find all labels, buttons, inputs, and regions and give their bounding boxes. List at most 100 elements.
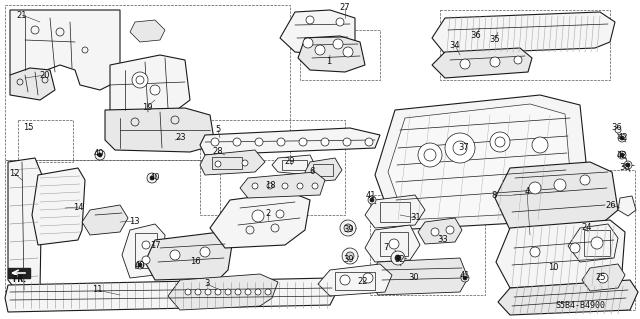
- Polygon shape: [618, 196, 636, 216]
- Polygon shape: [496, 220, 625, 288]
- Circle shape: [460, 59, 470, 69]
- Polygon shape: [110, 55, 190, 120]
- Text: S5B4-B4900: S5B4-B4900: [555, 300, 605, 309]
- Text: 28: 28: [212, 147, 223, 157]
- Text: 20: 20: [40, 70, 51, 79]
- Text: 33: 33: [438, 235, 449, 244]
- Text: 39: 39: [344, 255, 355, 263]
- Circle shape: [342, 248, 358, 264]
- Circle shape: [150, 176, 154, 180]
- Circle shape: [368, 196, 376, 204]
- Circle shape: [463, 276, 467, 280]
- Polygon shape: [105, 108, 215, 152]
- Circle shape: [445, 133, 475, 163]
- Text: 19: 19: [141, 102, 152, 112]
- Polygon shape: [582, 264, 625, 291]
- Text: FR.: FR.: [12, 275, 26, 284]
- Circle shape: [276, 210, 284, 218]
- Circle shape: [431, 228, 439, 236]
- Circle shape: [490, 57, 500, 67]
- Text: 10: 10: [548, 263, 558, 272]
- Bar: [300, 30, 380, 80]
- Text: 4: 4: [524, 188, 530, 197]
- Polygon shape: [32, 168, 85, 245]
- Text: 26: 26: [605, 201, 616, 210]
- Text: 36: 36: [470, 31, 481, 40]
- Circle shape: [245, 289, 251, 295]
- Text: 1: 1: [326, 57, 332, 66]
- Text: 18: 18: [265, 181, 275, 189]
- Text: 40: 40: [135, 261, 145, 270]
- Text: 17: 17: [150, 241, 160, 250]
- Bar: [18, 120, 73, 162]
- Bar: [380, 232, 408, 256]
- Polygon shape: [388, 104, 572, 220]
- Text: 42: 42: [617, 151, 627, 160]
- Polygon shape: [418, 218, 462, 244]
- Polygon shape: [122, 224, 165, 278]
- Circle shape: [242, 160, 248, 166]
- Circle shape: [255, 138, 263, 146]
- Circle shape: [333, 39, 343, 49]
- Polygon shape: [5, 278, 340, 312]
- Text: 38: 38: [620, 164, 630, 173]
- Polygon shape: [432, 48, 532, 78]
- Bar: [282, 160, 307, 170]
- Circle shape: [461, 274, 469, 282]
- Circle shape: [343, 47, 353, 57]
- Circle shape: [340, 275, 350, 285]
- Circle shape: [615, 127, 621, 133]
- Circle shape: [591, 237, 603, 249]
- Circle shape: [138, 263, 142, 267]
- Bar: [135, 233, 157, 268]
- Circle shape: [233, 138, 241, 146]
- Bar: [370, 195, 485, 295]
- Circle shape: [554, 179, 566, 191]
- Text: 40: 40: [150, 173, 160, 182]
- Text: 35: 35: [490, 35, 500, 44]
- Text: 6: 6: [309, 167, 315, 175]
- Polygon shape: [280, 10, 355, 55]
- Circle shape: [529, 182, 541, 194]
- Circle shape: [514, 56, 522, 64]
- Polygon shape: [8, 268, 30, 278]
- Circle shape: [95, 150, 105, 160]
- Text: 36: 36: [612, 122, 622, 131]
- Text: 41: 41: [460, 271, 470, 279]
- Circle shape: [132, 72, 148, 88]
- Text: 41: 41: [365, 191, 376, 201]
- Polygon shape: [10, 10, 120, 90]
- Circle shape: [267, 183, 273, 189]
- Text: 14: 14: [73, 203, 83, 211]
- Circle shape: [343, 138, 351, 146]
- Bar: [440, 10, 610, 80]
- Circle shape: [620, 153, 624, 157]
- Circle shape: [363, 273, 373, 283]
- Polygon shape: [568, 224, 618, 262]
- Polygon shape: [145, 232, 232, 280]
- Polygon shape: [365, 195, 425, 228]
- Bar: [5, 160, 220, 300]
- Circle shape: [312, 183, 318, 189]
- Circle shape: [365, 138, 373, 146]
- Circle shape: [252, 183, 258, 189]
- Polygon shape: [8, 158, 42, 295]
- Text: 2: 2: [266, 209, 271, 218]
- Circle shape: [532, 137, 548, 153]
- Text: 37: 37: [459, 144, 469, 152]
- Polygon shape: [272, 155, 315, 175]
- Text: 3: 3: [204, 279, 210, 288]
- Circle shape: [170, 250, 180, 260]
- Circle shape: [346, 252, 354, 260]
- Circle shape: [211, 138, 219, 146]
- Circle shape: [580, 175, 590, 185]
- Circle shape: [570, 243, 580, 253]
- Circle shape: [598, 273, 608, 283]
- Circle shape: [618, 151, 626, 159]
- Circle shape: [136, 261, 144, 269]
- Circle shape: [277, 138, 285, 146]
- Circle shape: [446, 226, 454, 234]
- Circle shape: [303, 38, 313, 48]
- Text: 29: 29: [285, 157, 295, 166]
- Circle shape: [265, 289, 271, 295]
